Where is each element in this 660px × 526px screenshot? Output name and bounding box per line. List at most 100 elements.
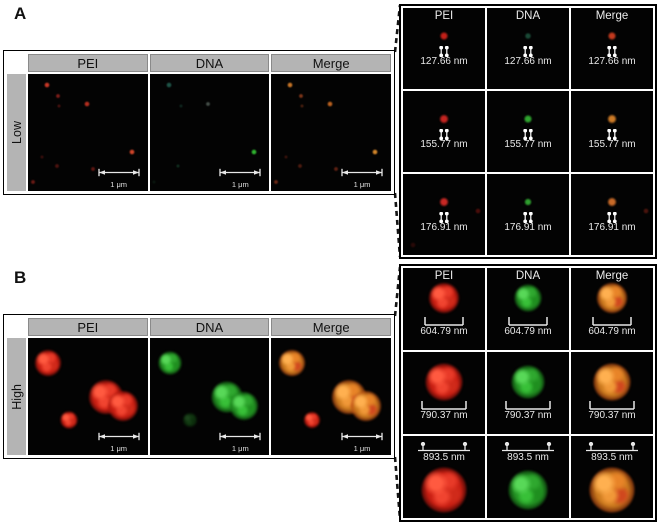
- scale-bar-icon: [98, 432, 140, 441]
- panel-a-label: A: [14, 4, 27, 23]
- particle-blob: [593, 363, 631, 401]
- measure-arrows-icon: [607, 212, 617, 224]
- particle-dot: [523, 114, 533, 124]
- channel-header-merge: Merge: [271, 54, 391, 72]
- particle-blob: [230, 391, 259, 420]
- measure-arrow-line-icon: [586, 441, 638, 451]
- measure-bracket-icon: [508, 316, 548, 326]
- inset-header-dna: DNA: [515, 270, 541, 282]
- channel-header-dna: DNA: [149, 54, 270, 72]
- size-label: 893.5 nm: [591, 452, 633, 464]
- particle-dot: [524, 32, 532, 40]
- size-label: 127.66 nm: [420, 55, 468, 67]
- panel-b-box: PEI DNA Merge High 1 μm: [3, 314, 395, 459]
- inset-cell-merge-2: 790.37 nm: [571, 352, 653, 434]
- inset-cell-pei-2: 790.37 nm: [403, 352, 485, 434]
- inset-cell-merge-2: 155.77 nm: [571, 91, 653, 172]
- inset-cell-dna-3: 893.5 nm: [487, 436, 569, 518]
- inset-header-pei: PEI: [434, 270, 454, 282]
- measure-arrows-icon: [439, 46, 449, 58]
- measure-arrows-icon: [439, 212, 449, 224]
- inset-cell-dna-3: 176.91 nm: [487, 174, 569, 255]
- particle-dot: [607, 196, 617, 207]
- size-label: 604.79 nm: [588, 326, 636, 338]
- scale-bar-icon: [219, 168, 261, 177]
- particle-dot: [83, 101, 90, 108]
- particle-blob: [429, 282, 459, 313]
- channel-header-merge: Merge: [271, 318, 391, 336]
- panel-b-inset: PEI 604.79 nm DNA 604.79 nm Merge 604.79…: [399, 264, 657, 522]
- condition-label-low: Low: [7, 74, 26, 191]
- particle-dot: [372, 149, 379, 156]
- inset-cell-merge-1: Merge 604.79 nm: [571, 268, 653, 350]
- inset-cell-dna-2: 155.77 nm: [487, 91, 569, 172]
- particle-dot: [165, 81, 172, 88]
- measure-bracket-icon: [505, 400, 551, 410]
- size-label: 893.5 nm: [423, 452, 465, 464]
- particle-blob: [589, 467, 635, 513]
- size-label: 155.77 nm: [588, 138, 636, 150]
- particle-dot: [297, 163, 303, 169]
- inset-cell-merge-3: 893.5 nm: [571, 436, 653, 518]
- particle-dot: [178, 103, 183, 108]
- particle-dot: [30, 179, 36, 185]
- particle-dot: [90, 166, 96, 172]
- micrograph-b-dna: 1 μm: [149, 338, 270, 455]
- micrograph-b-merge: 1 μm: [271, 338, 391, 455]
- particle-blob: [60, 411, 78, 429]
- channel-header-pei: PEI: [28, 54, 148, 72]
- particle-dot: [474, 208, 481, 215]
- scale-bar-icon: [98, 168, 140, 177]
- scale-bar: 1 μm: [217, 428, 263, 453]
- particle-dot: [176, 164, 181, 169]
- inset-header-merge: Merge: [595, 270, 629, 282]
- measure-arrows-icon: [607, 46, 617, 58]
- particle-blob: [158, 351, 182, 375]
- scale-bar-label: 1 μm: [110, 444, 128, 453]
- measure-arrows-icon: [523, 46, 533, 58]
- particle-dot: [283, 155, 288, 160]
- size-label: 155.77 nm: [420, 138, 468, 150]
- particle-dot: [333, 166, 339, 172]
- size-label: 790.37 nm: [420, 410, 468, 422]
- particle-dot: [409, 242, 416, 249]
- measure-arrows-icon: [607, 129, 617, 141]
- size-label: 155.77 nm: [504, 138, 552, 150]
- scale-bar-label: 1 μm: [231, 180, 249, 189]
- size-label: 176.91 nm: [588, 221, 636, 233]
- measure-bracket-icon: [589, 400, 635, 410]
- inset-cell-dna-1: DNA 604.79 nm: [487, 268, 569, 350]
- particle-dot: [607, 113, 617, 124]
- particle-dot: [524, 197, 532, 206]
- scale-bar-label: 1 μm: [353, 444, 371, 453]
- size-label: 127.66 nm: [504, 55, 552, 67]
- panel-a-box: PEI DNA Merge Low 1 μm: [3, 50, 395, 195]
- particle-blob: [514, 284, 542, 312]
- scale-bar-label: 1 μm: [110, 180, 128, 189]
- micrograph-a-dna: 1 μm: [149, 74, 270, 191]
- scale-bar-label: 1 μm: [231, 444, 249, 453]
- inset-cell-pei-3: 176.91 nm: [403, 174, 485, 255]
- channel-header-dna: DNA: [149, 318, 270, 336]
- inset-cell-dna-2: 790.37 nm: [487, 352, 569, 434]
- micrograph-a-merge: 1 μm: [271, 74, 391, 191]
- measure-arrows-icon: [523, 212, 533, 224]
- measure-arrows-icon: [523, 129, 533, 141]
- particle-dot: [439, 113, 449, 124]
- size-label: 790.37 nm: [588, 410, 636, 422]
- size-label: 176.91 nm: [420, 221, 468, 233]
- measure-bracket-icon: [421, 400, 467, 410]
- scale-bar: 1 μm: [96, 164, 142, 189]
- inset-cell-dna-1: DNA 127.66 nm: [487, 8, 569, 89]
- inset-cell-pei-1: PEI 604.79 nm: [403, 268, 485, 350]
- particle-blob: [107, 390, 138, 421]
- particle-dot: [40, 155, 45, 160]
- size-label: 893.5 nm: [507, 452, 549, 464]
- inset-cell-pei-2: 155.77 nm: [403, 91, 485, 172]
- size-label: 604.79 nm: [504, 326, 552, 338]
- measure-arrows-icon: [439, 129, 449, 141]
- panel-a-inset: PEI 127.66 nm DNA 127.66 nm Merge 127.66…: [399, 4, 657, 259]
- size-label: 176.91 nm: [504, 221, 552, 233]
- scale-bar-icon: [341, 432, 383, 441]
- particle-dot: [439, 196, 449, 207]
